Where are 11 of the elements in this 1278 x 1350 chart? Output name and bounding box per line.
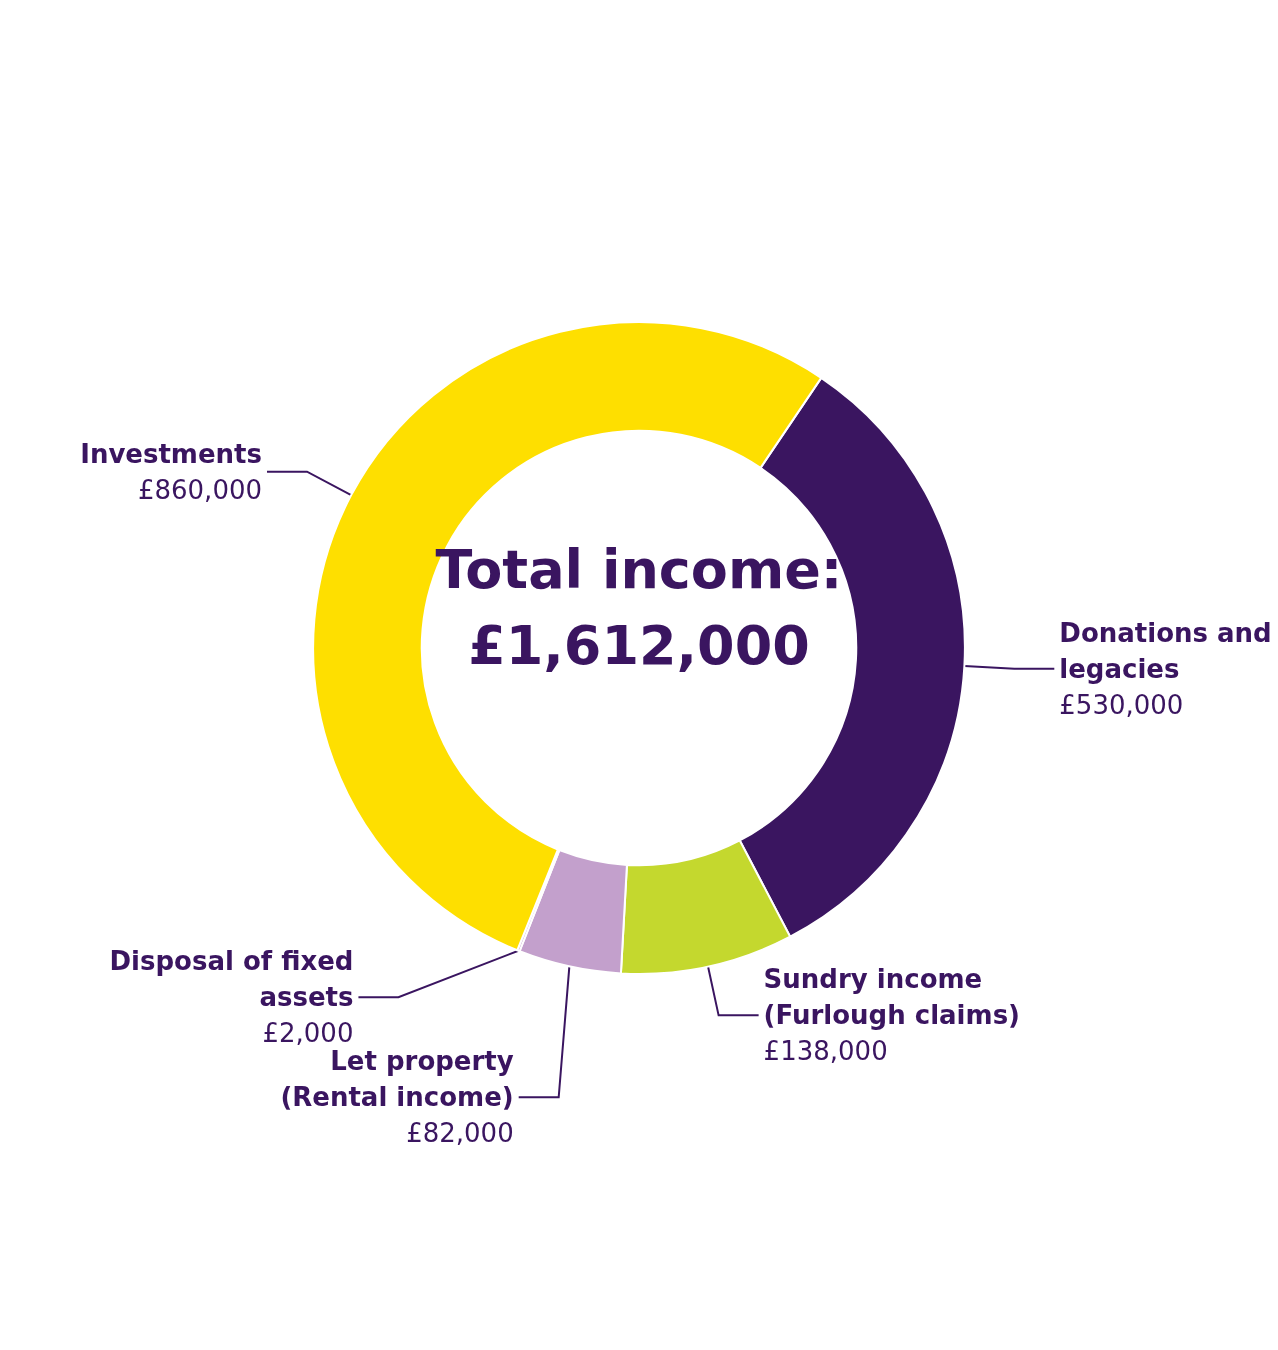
data-label: £530,000 [1059, 689, 1184, 720]
text: Total income: £1,612,000 [435, 538, 843, 677]
slice-label: Let property (Rental income) [280, 1046, 514, 1113]
data-label: £82,000 [406, 1118, 514, 1149]
data-label: £860,000 [137, 474, 263, 505]
slice-label: Donations and legacies [1059, 617, 1272, 684]
data-label: £2,000 [262, 1018, 354, 1049]
slice-label: Disposal of fixed assets [109, 946, 354, 1013]
data-label: £138,000 [763, 1036, 888, 1067]
slice-label: Investments [80, 438, 263, 469]
slice-label: Sundry income (Furlough claims) [763, 964, 1020, 1031]
